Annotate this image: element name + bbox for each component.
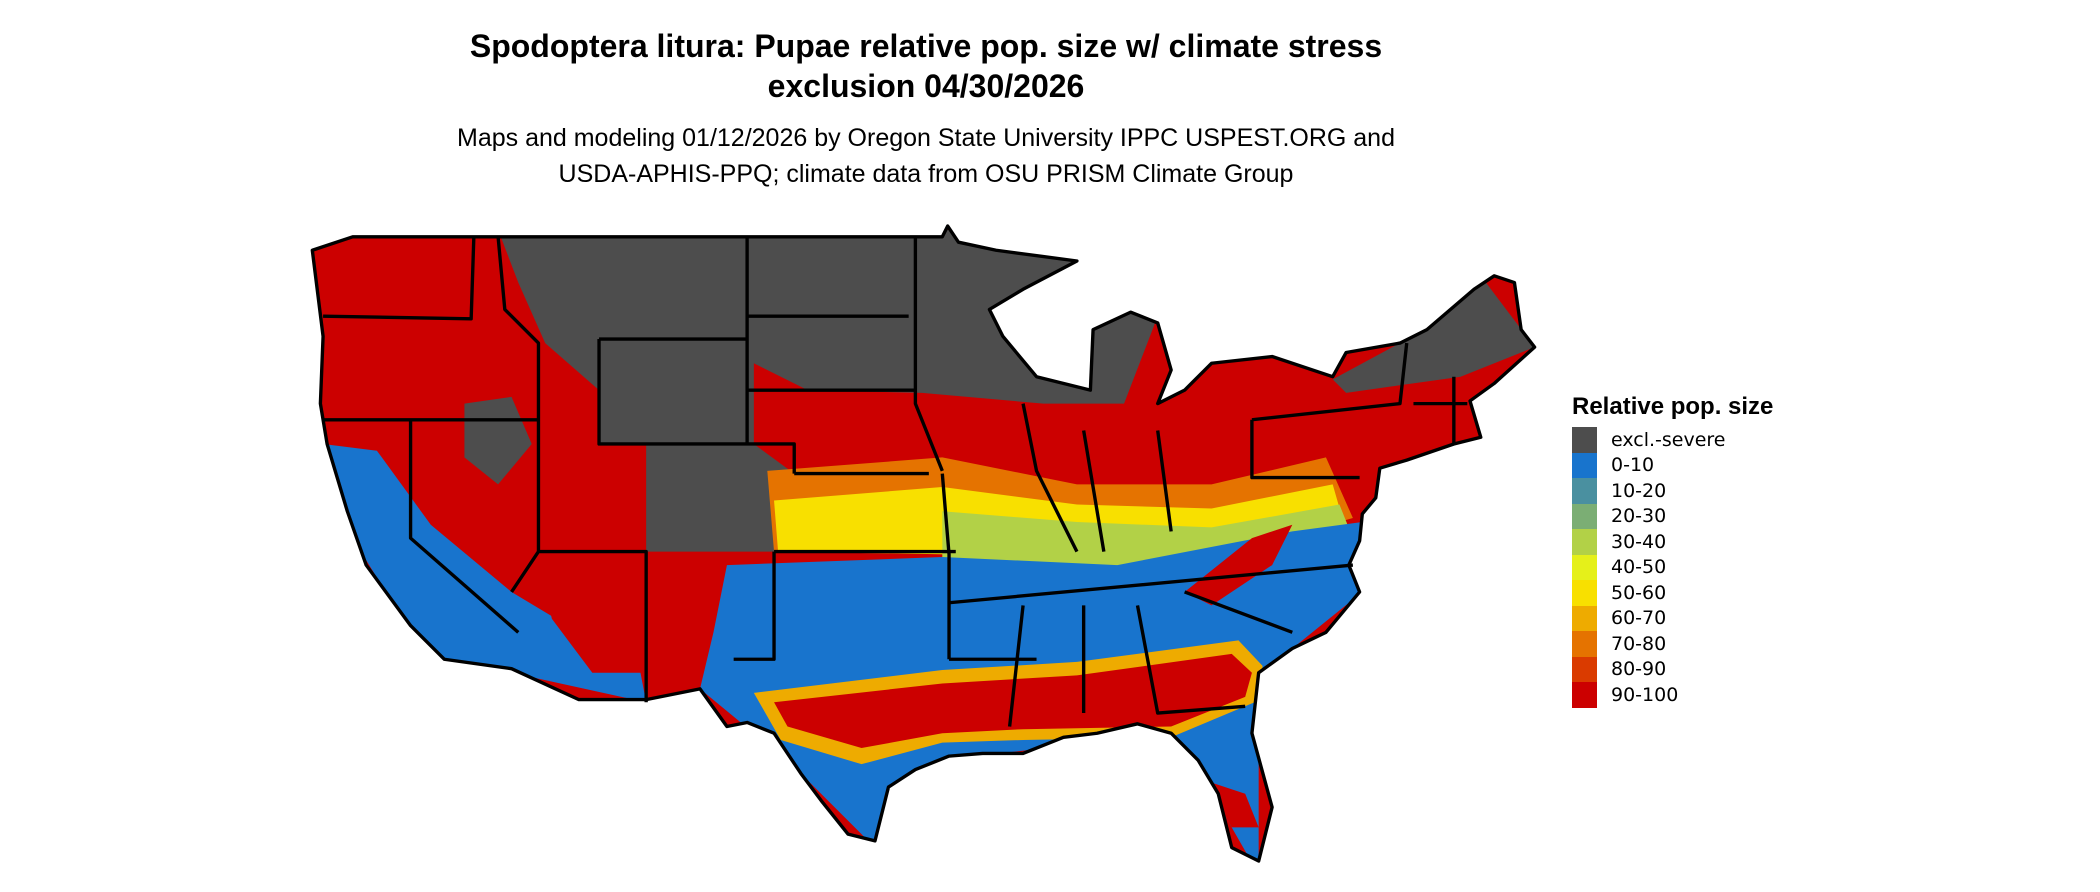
legend-label: 10-20 (1611, 479, 1667, 502)
legend: Relative pop. size excl.-severe 0-10 10-20… (1572, 393, 1773, 708)
legend-swatch (1572, 682, 1597, 708)
legend-swatch (1572, 580, 1597, 606)
map-subtitle-line2: USDA-APHIS-PPQ; climate data from OSU PR… (558, 160, 1294, 188)
legend-swatch (1572, 503, 1597, 529)
legend-title: Relative pop. size (1572, 393, 1774, 420)
legend-item: 60-70 (1572, 605, 1773, 631)
legend-swatch (1572, 605, 1597, 631)
legend-label: 80-90 (1611, 658, 1667, 681)
legend-swatch (1572, 478, 1597, 504)
legend-label: 60-70 (1611, 607, 1667, 630)
legend-item: excl.-severe (1572, 427, 1773, 453)
zone-0-10-southwest (323, 443, 647, 703)
legend-item: 50-60 (1572, 580, 1773, 606)
legend-swatch (1572, 529, 1597, 555)
legend-swatch (1572, 656, 1597, 682)
zone-90-100-arizona (538, 551, 647, 673)
legend-label: excl.-severe (1611, 428, 1726, 451)
state-borders (310, 224, 1537, 863)
legend-item: 0-10 (1572, 452, 1773, 478)
legend-item: 20-30 (1572, 503, 1773, 529)
legend-label: 70-80 (1611, 632, 1667, 655)
legend-label: 30-40 (1611, 530, 1667, 553)
map-subtitle-line1: Maps and modeling 01/12/2026 by Oregon S… (457, 124, 1395, 152)
legend-item: 40-50 (1572, 554, 1773, 580)
legend-label: 90-100 (1611, 683, 1679, 706)
legend-label: 0-10 (1611, 454, 1655, 477)
zone-90-100-southeast-mtn (1184, 524, 1293, 606)
legend-item: 70-80 (1572, 631, 1773, 657)
map-title-line2: exclusion 04/30/2026 (767, 68, 1085, 104)
legend-label: 40-50 (1611, 556, 1667, 579)
legend-label: 50-60 (1611, 581, 1667, 604)
legend-swatch (1572, 427, 1597, 453)
legend-item: 30-40 (1572, 529, 1773, 555)
legend-item: 80-90 (1572, 656, 1773, 682)
legend-item: 10-20 (1572, 478, 1773, 504)
legend-label: 20-30 (1611, 505, 1667, 528)
legend-swatch (1572, 554, 1597, 580)
zone-excl-severe-northeast (1332, 275, 1535, 393)
legend-swatch (1572, 452, 1597, 478)
legend-swatch (1572, 631, 1597, 657)
legend-item: 90-100 (1572, 682, 1773, 708)
map-title-line1: Spodoptera litura: Pupae relative pop. s… (469, 28, 1383, 64)
